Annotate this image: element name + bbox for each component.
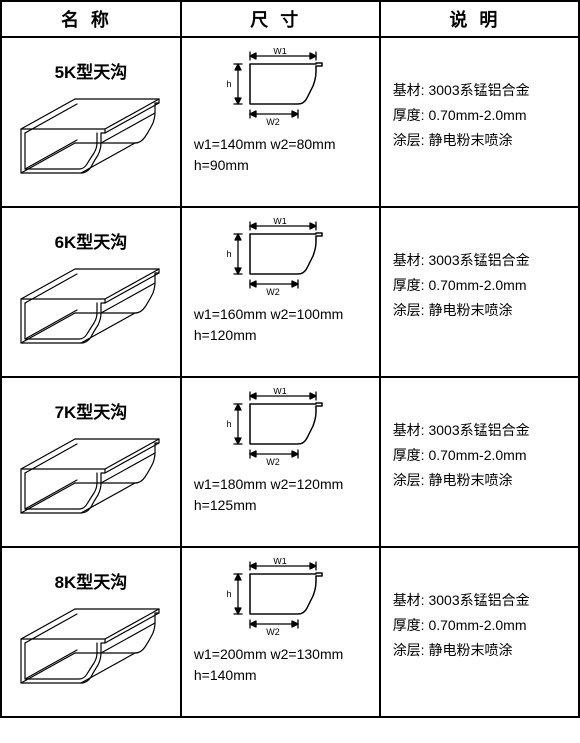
h-label: h (227, 419, 232, 429)
gutter-spec-table: 名称 尺寸 说明 5K型天沟 (0, 0, 580, 718)
w1-label: W1 (274, 218, 288, 226)
header-dimension: 尺寸 (181, 1, 380, 37)
coating-line: 涂层: 静电粉末喷涂 (393, 468, 568, 493)
product-title: 8K型天沟 (10, 568, 172, 593)
table-row: 7K型天沟 (1, 377, 579, 547)
header-description: 说明 (380, 1, 579, 37)
w1-label: W1 (274, 48, 288, 56)
w2-label: W2 (267, 627, 281, 637)
h-label: h (227, 589, 232, 599)
thickness-line: 厚度: 0.70mm-2.0mm (393, 613, 568, 638)
w1-label: W1 (274, 388, 288, 396)
gutter-profile-icon: W1 h W2 (220, 388, 340, 468)
dim-line2: h=90mm (194, 155, 369, 176)
w2-label: W2 (267, 457, 281, 467)
material-line: 基材: 3003系锰铝合金 (393, 418, 568, 443)
gutter-iso-icon (13, 603, 168, 703)
dim-line1: w1=200mm w2=130mm (194, 644, 369, 665)
h-label: h (227, 79, 232, 89)
h-label: h (227, 249, 232, 259)
table-row: 8K型天沟 (1, 547, 579, 717)
w2-label: W2 (267, 117, 281, 127)
header-name: 名称 (1, 1, 181, 37)
product-title: 6K型天沟 (10, 228, 172, 253)
material-line: 基材: 3003系锰铝合金 (393, 78, 568, 103)
coating-line: 涂层: 静电粉末喷涂 (393, 638, 568, 663)
gutter-iso-icon (13, 433, 168, 533)
w2-label: W2 (267, 287, 281, 297)
dim-line1: w1=160mm w2=100mm (194, 304, 369, 325)
gutter-iso-icon (13, 93, 168, 193)
product-title: 7K型天沟 (10, 398, 172, 423)
gutter-profile-icon: W1 h W2 (220, 558, 340, 638)
coating-line: 涂层: 静电粉末喷涂 (393, 128, 568, 153)
thickness-line: 厚度: 0.70mm-2.0mm (393, 103, 568, 128)
dim-line2: h=125mm (194, 495, 369, 516)
dim-line1: w1=180mm w2=120mm (194, 474, 369, 495)
gutter-profile-icon: W1 h W2 (220, 48, 340, 128)
product-title: 5K型天沟 (10, 58, 172, 83)
dim-line2: h=120mm (194, 325, 369, 346)
table-row: 5K型天沟 (1, 37, 579, 207)
dim-line1: w1=140mm w2=80mm (194, 134, 369, 155)
gutter-iso-icon (13, 263, 168, 363)
thickness-line: 厚度: 0.70mm-2.0mm (393, 273, 568, 298)
thickness-line: 厚度: 0.70mm-2.0mm (393, 443, 568, 468)
gutter-profile-icon: W1 h W2 (220, 218, 340, 298)
coating-line: 涂层: 静电粉末喷涂 (393, 298, 568, 323)
material-line: 基材: 3003系锰铝合金 (393, 588, 568, 613)
table-row: 6K型天沟 (1, 207, 579, 377)
w1-label: W1 (274, 558, 288, 566)
dim-line2: h=140mm (194, 665, 369, 686)
material-line: 基材: 3003系锰铝合金 (393, 248, 568, 273)
